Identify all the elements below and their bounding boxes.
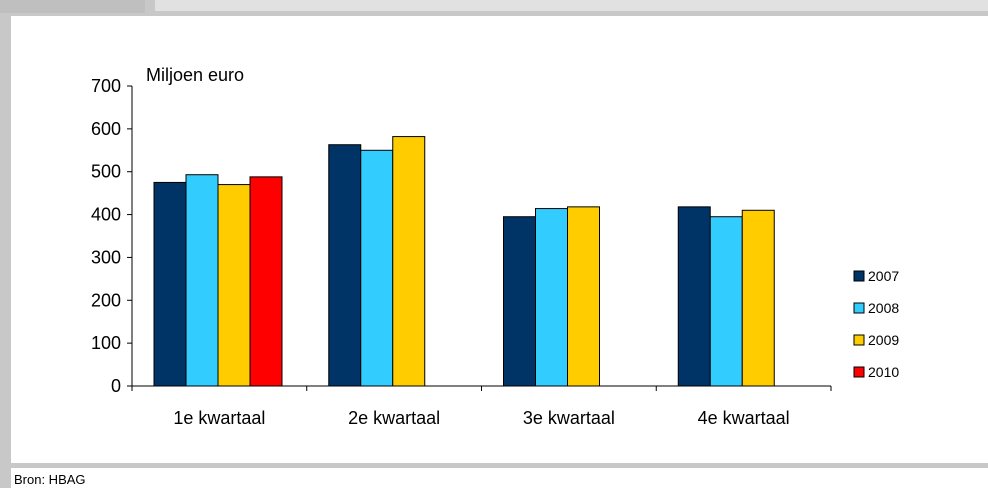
legend-swatch-2007 [853, 270, 865, 282]
legend-label-2010: 2010 [868, 364, 899, 380]
bar-2008-2 [360, 149, 394, 387]
bar-2008-3 [535, 208, 568, 387]
x-category-label: 1e kwartaal [173, 408, 265, 428]
y-tick-label: 300 [91, 247, 121, 267]
legend-label-2009: 2009 [868, 332, 899, 348]
legend-swatch-2009 [853, 334, 865, 346]
labels: 0 100 200 300 400 500 600 700 Miljoen euro 1e kwa… [91, 65, 790, 428]
bar-2010-1 [249, 176, 283, 387]
bar-2009-4 [741, 209, 775, 387]
legend-label-2007: 2007 [868, 268, 899, 284]
header-strip [0, 0, 988, 16]
y-tick-label: 400 [91, 205, 121, 225]
y-tick-label: 600 [91, 119, 121, 139]
x-category-label: 4e kwartaal [698, 408, 790, 428]
x-category-label: 3e kwartaal [523, 408, 615, 428]
bar-2007-4 [677, 206, 711, 387]
source-bar: Bron: HBAG [11, 468, 988, 488]
x-category-label: 2e kwartaal [348, 408, 440, 428]
bars [153, 136, 775, 387]
source-text: Bron: HBAG [14, 472, 86, 487]
legend: 2007 2008 2009 2010 [853, 268, 899, 380]
bar-2007-1 [153, 181, 187, 387]
y-tick-label: 0 [111, 376, 121, 396]
bar-2008-4 [709, 216, 743, 387]
bar-2007-2 [328, 144, 362, 387]
y-tick-label: 500 [91, 162, 121, 182]
legend-swatch-2010 [853, 366, 865, 378]
bar-chart: 0 100 200 300 400 500 600 700 Miljoen euro 1e kwa… [91, 65, 899, 428]
y-tick-label: 200 [91, 290, 121, 310]
legend-label-2008: 2008 [868, 300, 899, 316]
header-bar [155, 0, 988, 11]
chart-panel: 0 100 200 300 400 500 600 700 Miljoen euro 1e kwa… [11, 16, 988, 463]
y-tick-label: 700 [91, 76, 121, 96]
y-axis-unit-label: Miljoen euro [146, 65, 244, 85]
bar-2007-3 [503, 216, 536, 387]
bar-2008-1 [185, 174, 219, 387]
bar-2009-1 [217, 184, 251, 387]
legend-swatch-2008 [853, 302, 865, 314]
header-tab [0, 0, 145, 13]
y-tick-label: 100 [91, 333, 121, 353]
bar-2009-3 [567, 206, 600, 387]
bar-2009-2 [392, 136, 426, 387]
